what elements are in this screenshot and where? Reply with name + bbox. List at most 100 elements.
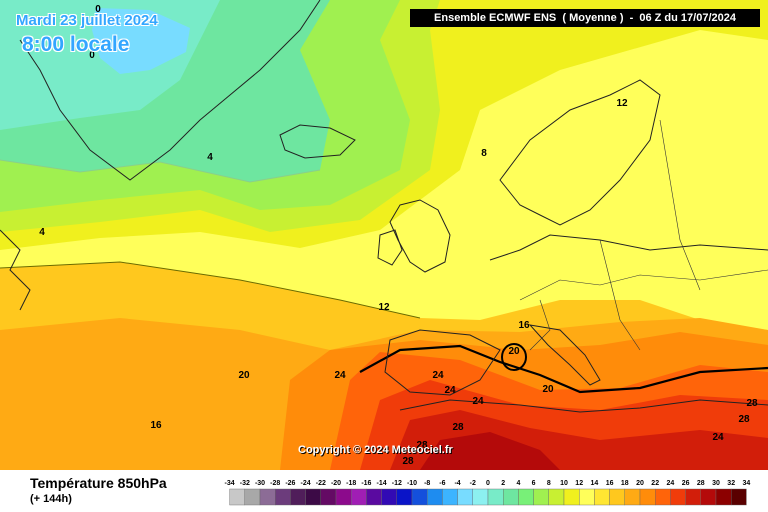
isotherm-20-bold	[359, 344, 768, 394]
isotherm-label: 28	[452, 422, 464, 433]
legend-swatch	[229, 488, 245, 506]
isotherm-label: 28	[402, 456, 414, 467]
legend-swatch	[366, 488, 382, 506]
legend-swatch	[350, 488, 367, 506]
legend-tick-label: 6	[532, 480, 536, 487]
ireland-coast	[377, 229, 403, 266]
legend-tick-label: 26	[682, 480, 690, 487]
isotherm-label: 12	[616, 98, 628, 109]
isotherm-label: 24	[432, 370, 444, 381]
legend-tick-label: 34	[743, 480, 751, 487]
legend-tick-label: -30	[255, 480, 265, 487]
legend-tick-label: -14	[377, 480, 387, 487]
legend-tick-label: -34	[225, 480, 235, 487]
isotherm-label: 16	[150, 420, 162, 431]
scandinavia-coast	[499, 79, 661, 226]
legend-swatch	[396, 488, 413, 506]
legend-tick-label: 20	[636, 480, 644, 487]
isotherm-label: 0	[95, 4, 101, 15]
isotherm-label: 24	[472, 396, 484, 407]
legend-tick-label: -12	[392, 480, 402, 487]
legend-swatch	[244, 488, 261, 506]
border-line	[659, 119, 701, 291]
isotherm-label: 4	[207, 152, 213, 163]
legend-swatch	[700, 488, 717, 506]
isotherm-label: 0	[89, 50, 95, 61]
parameter-title: Température 850hPa	[30, 475, 167, 491]
legend-swatch	[305, 488, 321, 506]
border-line	[529, 299, 551, 351]
isotherm-label: 24	[334, 370, 346, 381]
isotherm-label: 4	[39, 227, 45, 238]
legend-swatch	[609, 488, 626, 506]
copyright-text: Copyright © 2024 Meteociel.fr	[298, 444, 453, 456]
legend-swatch	[685, 488, 702, 506]
legend-swatch	[563, 488, 580, 506]
legend-swatch	[533, 488, 550, 506]
legend-tick-label: 32	[727, 480, 735, 487]
legend-tick-label: 16	[606, 480, 614, 487]
legend-swatch	[624, 488, 641, 506]
greenland-cold-core	[92, 8, 190, 74]
legend-tick-label: -24	[301, 480, 311, 487]
isotherm-label: 28	[416, 440, 428, 451]
uk-coast	[389, 199, 451, 273]
lead-time: (+ 144h)	[30, 493, 72, 505]
isotherm-label: 20	[238, 370, 250, 381]
legend-swatch	[290, 488, 306, 506]
forecast-date: Mardi 23 juillet 2024	[16, 12, 158, 29]
legend-swatch	[381, 488, 398, 506]
legend-swatch	[335, 488, 352, 506]
legend-swatch	[320, 488, 337, 506]
legend-tick-label: -10	[407, 480, 417, 487]
legend-tick-label: 0	[486, 480, 490, 487]
isotherm-line	[0, 159, 321, 183]
legend-swatch	[411, 488, 428, 506]
legend-tick-label: 4	[516, 480, 520, 487]
legend-tick-label: -18	[346, 480, 356, 487]
band-30-32	[420, 432, 560, 470]
isotherm-label: 20	[508, 346, 520, 357]
legend-tick-label: 30	[712, 480, 720, 487]
legend-swatch	[275, 488, 291, 506]
italy-coast	[528, 324, 601, 386]
legend-swatch	[442, 488, 458, 506]
color-scale-legend: -34 -32 -30 -28 -26 -24 -22 -20 -18 -16 -14 -12 -10-…	[225, 480, 751, 506]
legend-swatch	[639, 488, 656, 506]
legend-tick-label: 18	[621, 480, 629, 487]
legend-swatch	[731, 488, 747, 506]
legend-swatch	[579, 488, 595, 506]
legend-swatch	[472, 488, 489, 506]
legend-tick-label: -8	[424, 480, 430, 487]
legend-swatch	[259, 488, 276, 506]
isotherm-label: 24	[712, 432, 724, 443]
legend-tick-label: 24	[667, 480, 675, 487]
iceland-coast	[279, 124, 356, 159]
legend-tick-label: -32	[240, 480, 250, 487]
isotherm-label: 20	[542, 384, 554, 395]
isotherm-label: 28	[738, 414, 750, 425]
border-line	[599, 239, 641, 351]
legend-tick-label: 22	[651, 480, 659, 487]
coastlines	[0, 0, 768, 413]
border-line	[519, 269, 768, 301]
legend-swatch	[426, 488, 443, 506]
legend-tick-label: 14	[591, 480, 599, 487]
isotherm-label: 16	[518, 320, 530, 331]
legend-swatch	[594, 488, 610, 506]
legend-tick-label: -22	[316, 480, 326, 487]
legend-swatch	[487, 488, 504, 506]
legend-tick-label: -6	[439, 480, 445, 487]
legend-swatch	[518, 488, 534, 506]
legend-tick-label: 28	[697, 480, 705, 487]
isotherm-line	[0, 261, 421, 319]
legend-tick-label: -4	[454, 480, 460, 487]
legend-tick-label: 2	[501, 480, 505, 487]
local-time: 8:00 locale	[22, 33, 130, 56]
isotherm-label: 28	[746, 398, 758, 409]
legend-tick-label: 10	[560, 480, 568, 487]
legend-swatch	[457, 488, 474, 506]
